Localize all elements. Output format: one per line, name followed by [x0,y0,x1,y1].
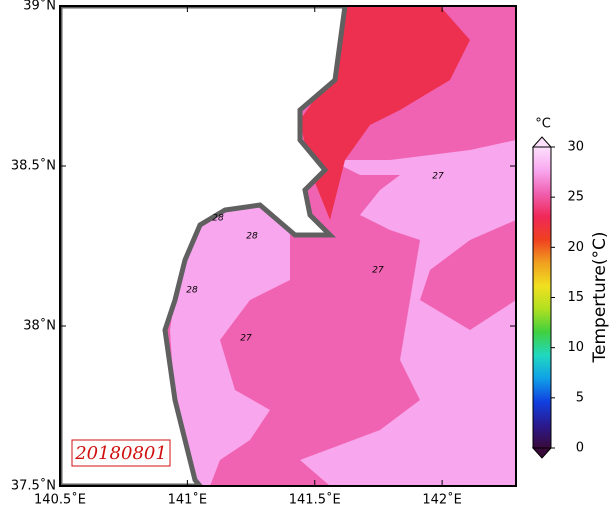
date-label: 20180801 [74,443,167,464]
colorbar-tick-label: 20 [567,240,584,255]
y-tick-label: 38˚N [23,318,56,334]
contour-label: 27 [432,172,444,182]
colorbar-top [531,136,553,148]
y-tick-label: 38.5˚N [11,158,56,174]
y-tick-label: 39˚N [23,0,56,14]
colorbar [532,146,552,449]
warm-region [300,140,516,486]
contour-label: 27 [372,266,384,276]
contour-label: 27 [240,334,252,344]
warm-region [170,200,290,486]
colorbar-tick-label: 0 [576,441,584,456]
contour-label: 28 [246,232,258,242]
x-tick-label: 141˚E [168,492,208,508]
colorbar-label: Temperture(°C) [590,232,610,364]
map-frame [59,5,517,487]
date-box [71,439,171,467]
colorbar-tick-label: 30 [567,140,584,155]
hot-region [300,6,470,220]
colorbar-unit: °C [535,117,551,132]
contour-label: 28 [212,214,224,224]
colorbar-bottom [531,447,553,459]
x-tick-label: 141.5˚E [289,492,341,508]
contour-label: 28 [186,286,198,296]
land [60,6,348,486]
x-tick-label: 142˚E [422,492,462,508]
x-tick-label: 140.5˚E [34,492,86,508]
colorbar-tick-label: 25 [567,190,584,205]
colorbar-tick-label: 10 [567,340,584,355]
colorbar-tick-label: 15 [567,290,584,305]
y-tick-label: 37.5˚N [11,478,56,494]
colorbar-tick-label: 5 [576,390,584,405]
map-area [60,6,516,486]
